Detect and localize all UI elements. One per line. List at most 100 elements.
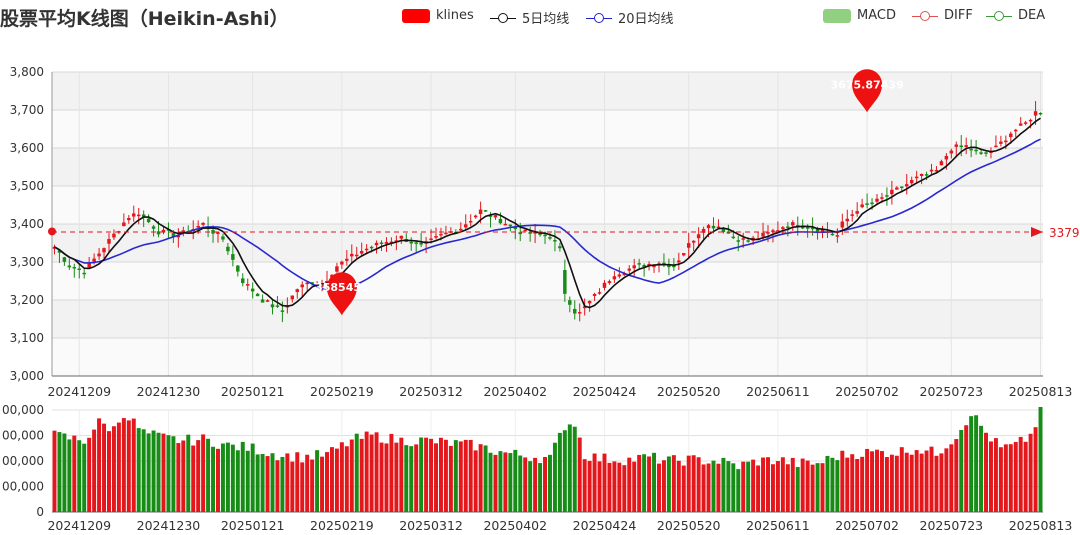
candle-body: [895, 187, 899, 190]
volume-bar: [751, 459, 756, 512]
volume-x-tick-label: 20250121: [221, 518, 285, 533]
volume-bar: [785, 464, 790, 512]
volume-bar: [701, 464, 706, 512]
volume-bar: [716, 463, 721, 512]
price-x-tick-label: 20250424: [573, 384, 637, 399]
candle-body: [548, 237, 552, 239]
markpoint-label: 3675.87439: [831, 78, 904, 91]
legend-ma20[interactable]: 20日均线: [586, 8, 674, 27]
volume-bar: [156, 432, 161, 512]
legend-klines[interactable]: klines: [402, 8, 474, 23]
volume-bar: [508, 453, 513, 512]
candle-body: [97, 253, 101, 257]
volume-x-tick-label: 20250402: [483, 518, 547, 533]
volume-bar: [82, 443, 87, 512]
candle-body: [270, 304, 275, 308]
volume-bar: [711, 460, 716, 512]
volume-bar: [929, 446, 934, 512]
price-axis-tick-label: 3,300: [10, 255, 44, 269]
candle-body: [617, 274, 622, 277]
volume-bar: [562, 430, 567, 512]
candle-body: [196, 225, 200, 228]
volume-bar: [1013, 441, 1018, 512]
candle-body: [875, 198, 879, 202]
price-axis-tick-label: 3,000: [10, 369, 44, 383]
volume-bar: [339, 442, 344, 512]
volume-bar: [657, 463, 661, 512]
volume-bar: [394, 442, 399, 512]
volume-bar: [111, 426, 116, 512]
volume-bar: [369, 434, 374, 512]
legend-macd[interactable]: MACD: [823, 8, 896, 23]
volume-bar: [310, 459, 315, 512]
candle-body: [236, 265, 240, 272]
candle-body: [850, 214, 854, 216]
candle-body: [682, 253, 686, 256]
volume-bar: [879, 451, 884, 512]
volume-bar: [835, 460, 840, 512]
legend-dea[interactable]: DEA: [986, 8, 1045, 23]
candle-body: [141, 214, 146, 217]
volume-bar: [329, 447, 334, 512]
volume-bar: [136, 428, 141, 512]
volume-x-tick-label: 20241230: [137, 518, 201, 533]
volume-bar: [1033, 427, 1038, 512]
price-axis-tick-label: 3,400: [10, 217, 44, 231]
volume-bar: [245, 450, 250, 512]
volume-bar: [919, 453, 924, 512]
volume-bar: [696, 457, 701, 512]
price-grid-band: [52, 262, 1043, 300]
legend-diff[interactable]: DIFF: [912, 8, 973, 23]
volume-bar: [270, 453, 275, 512]
volume-bar: [761, 457, 766, 512]
candle-body: [954, 144, 959, 147]
candle-body: [241, 278, 245, 284]
volume-axis-tick-label: 00,000: [2, 454, 44, 468]
candle-body: [716, 226, 721, 228]
legend-dea-swatch: [986, 9, 1012, 23]
volume-bar: [513, 449, 518, 512]
volume-bar: [255, 454, 260, 512]
markline-arrow: [1031, 226, 1043, 237]
volume-bar: [979, 425, 984, 512]
candle-body: [672, 265, 676, 268]
volume-bar: [285, 453, 290, 512]
volume-bar: [845, 457, 850, 512]
candle-body: [701, 228, 706, 233]
volume-bar: [379, 442, 384, 512]
volume-bar: [191, 445, 196, 512]
volume-bar: [954, 439, 959, 512]
volume-x-tick-label: 20250723: [920, 518, 984, 533]
candle-body: [161, 229, 166, 233]
volume-bar: [97, 418, 102, 512]
candle-body: [419, 242, 423, 245]
volume-bar: [805, 460, 810, 512]
volume-bar: [884, 457, 889, 512]
volume-bar: [424, 437, 429, 512]
volume-bar: [429, 438, 434, 512]
volume-bar: [478, 444, 483, 512]
volume-bar: [325, 452, 329, 512]
candle-body: [607, 281, 612, 283]
volume-bar: [567, 424, 572, 512]
price-x-tick-label: 20250312: [399, 384, 463, 399]
candle-body: [984, 152, 988, 154]
volume-bar: [374, 432, 379, 512]
volume-bar: [587, 460, 592, 512]
volume-bar: [349, 439, 354, 512]
volume-bar: [681, 465, 686, 512]
candle-body: [255, 293, 260, 297]
candle-body: [364, 248, 369, 251]
legend-ma5-swatch: [490, 11, 516, 25]
volume-bar: [181, 440, 186, 512]
candle-body: [726, 231, 731, 234]
candle-body: [325, 280, 329, 283]
volume-x-tick-label: 20250702: [835, 518, 899, 533]
legend-ma5[interactable]: 5日均线: [490, 8, 569, 27]
candle-body: [1014, 129, 1018, 132]
volume-bar: [671, 455, 676, 512]
candle-body: [201, 222, 205, 225]
candle-body: [290, 295, 295, 300]
candle-body: [543, 234, 547, 237]
volume-bar: [290, 461, 295, 512]
